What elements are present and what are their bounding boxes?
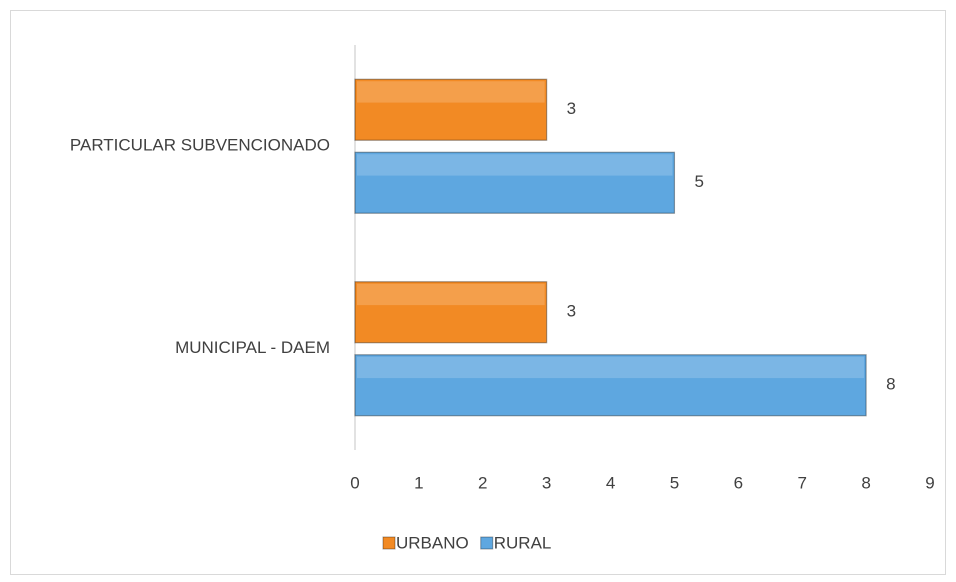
legend-label: URBANO xyxy=(396,533,469,552)
legend-swatch xyxy=(480,536,494,550)
x-tick-label: 5 xyxy=(670,473,679,492)
x-tick-label: 1 xyxy=(414,473,423,492)
x-tick-label: 3 xyxy=(542,473,551,492)
legend-label: RURAL xyxy=(494,533,552,552)
bar xyxy=(354,151,676,214)
bar xyxy=(354,281,548,344)
data-label: 8 xyxy=(886,375,895,394)
bar xyxy=(354,354,867,417)
data-label: 3 xyxy=(567,302,576,321)
y-tick-label: PARTICULAR SUBVENCIONADO xyxy=(70,136,330,155)
y-tick-label: MUNICIPAL - DAEM xyxy=(175,338,330,357)
x-tick-label: 9 xyxy=(925,473,934,492)
x-tick-label: 4 xyxy=(606,473,615,492)
bar-highlight xyxy=(357,81,545,103)
legend-swatch xyxy=(382,536,396,550)
bar xyxy=(354,78,548,141)
bar-highlight xyxy=(357,283,545,306)
x-tick-label: 6 xyxy=(734,473,743,492)
x-tick-label: 8 xyxy=(861,473,870,492)
data-label: 3 xyxy=(567,99,576,118)
x-tick-label: 7 xyxy=(797,473,806,492)
data-label: 5 xyxy=(694,172,703,191)
bar-highlight xyxy=(357,154,673,176)
bar-highlight xyxy=(357,356,865,379)
x-tick-label: 2 xyxy=(478,473,487,492)
x-tick-label: 0 xyxy=(350,473,359,492)
